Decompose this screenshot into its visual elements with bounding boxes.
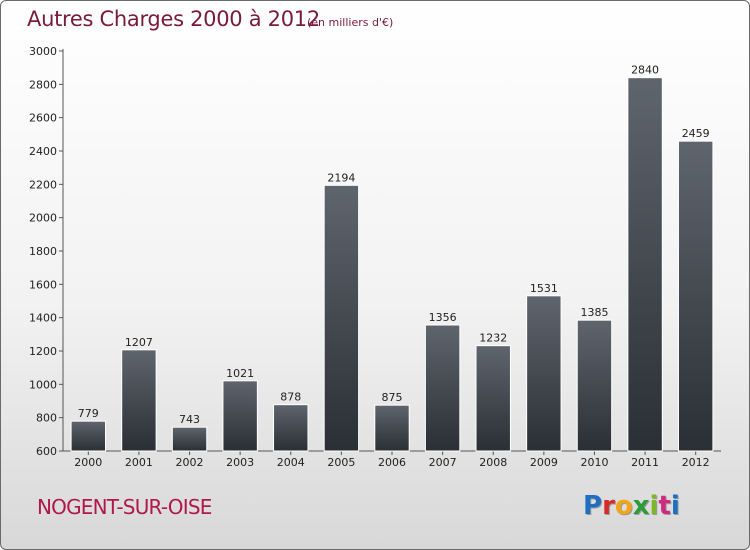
y-tick-label: 1600 bbox=[29, 278, 57, 291]
bar-2000 bbox=[70, 420, 107, 452]
bar-2002 bbox=[171, 426, 208, 452]
bar-2009 bbox=[526, 295, 562, 452]
brand-logo-letter: o bbox=[614, 491, 633, 521]
y-tick-label: 800 bbox=[36, 412, 57, 425]
x-tick-label: 2004 bbox=[277, 456, 305, 469]
x-tick-label: 2010 bbox=[580, 456, 608, 469]
x-tick-label: 2005 bbox=[327, 456, 355, 469]
bar-value-label: 2840 bbox=[631, 64, 659, 77]
bar-value-label: 878 bbox=[280, 391, 301, 404]
brand-logo-letter: i bbox=[649, 491, 659, 521]
bar-2001 bbox=[121, 349, 157, 452]
x-tick-label: 2000 bbox=[74, 456, 102, 469]
chart-title: Autres Charges 2000 à 2012 bbox=[27, 7, 320, 31]
bar-2005 bbox=[323, 184, 360, 452]
bar-value-label: 875 bbox=[382, 391, 403, 404]
y-tick-label: 1000 bbox=[29, 378, 57, 391]
y-tick-label: 3000 bbox=[29, 45, 57, 58]
bar-value-label: 1232 bbox=[479, 332, 507, 345]
brand-logo-letter: r bbox=[602, 491, 615, 521]
x-tick-label: 2012 bbox=[682, 456, 710, 469]
brand-logo-letter: t bbox=[658, 491, 671, 521]
bar-2010 bbox=[576, 319, 613, 452]
brand-logo-letter: x bbox=[632, 491, 650, 521]
bar-2007 bbox=[424, 324, 461, 452]
x-tick-label: 2002 bbox=[176, 456, 204, 469]
bar-value-label: 2194 bbox=[327, 171, 355, 184]
bar-2012 bbox=[677, 140, 714, 452]
location-label: NOGENT-SUR-OISE bbox=[37, 495, 212, 519]
y-tick-label: 2000 bbox=[29, 212, 57, 225]
y-tick-label: 2200 bbox=[29, 178, 57, 191]
y-tick-label: 2600 bbox=[29, 112, 57, 125]
brand-logo-letter: P bbox=[583, 491, 603, 521]
bar-value-label: 1531 bbox=[530, 282, 558, 295]
y-tick-label: 600 bbox=[36, 445, 57, 458]
bar-2003 bbox=[222, 380, 258, 452]
y-tick-label: 2400 bbox=[29, 145, 57, 158]
bar-2008 bbox=[475, 345, 511, 452]
bar-2011 bbox=[627, 77, 663, 452]
x-tick-label: 2006 bbox=[378, 456, 406, 469]
x-tick-label: 2008 bbox=[479, 456, 507, 469]
brand-logo-letter: i bbox=[670, 491, 680, 521]
y-tick-label: 1400 bbox=[29, 312, 57, 325]
brand-logo: Proxiti bbox=[583, 491, 680, 521]
x-tick-label: 2003 bbox=[226, 456, 254, 469]
bar-value-label: 743 bbox=[179, 413, 200, 426]
bar-2004 bbox=[273, 404, 309, 452]
x-tick-label: 2007 bbox=[429, 456, 457, 469]
x-tick-label: 2009 bbox=[530, 456, 558, 469]
bar-value-label: 779 bbox=[78, 407, 99, 420]
bar-2006 bbox=[374, 404, 410, 452]
y-tick-label: 1800 bbox=[29, 245, 57, 258]
bar-value-label: 2459 bbox=[682, 127, 710, 140]
y-tick-label: 2800 bbox=[29, 78, 57, 91]
bar-value-label: 1207 bbox=[125, 336, 153, 349]
bar-value-label: 1385 bbox=[580, 306, 608, 319]
y-tick-label: 1200 bbox=[29, 345, 57, 358]
x-tick-label: 2001 bbox=[125, 456, 153, 469]
bar-value-label: 1356 bbox=[429, 311, 457, 324]
x-tick-label: 2011 bbox=[631, 456, 659, 469]
bar-value-label: 1021 bbox=[226, 367, 254, 380]
chart-subtitle: (en milliers d'€) bbox=[307, 16, 394, 29]
